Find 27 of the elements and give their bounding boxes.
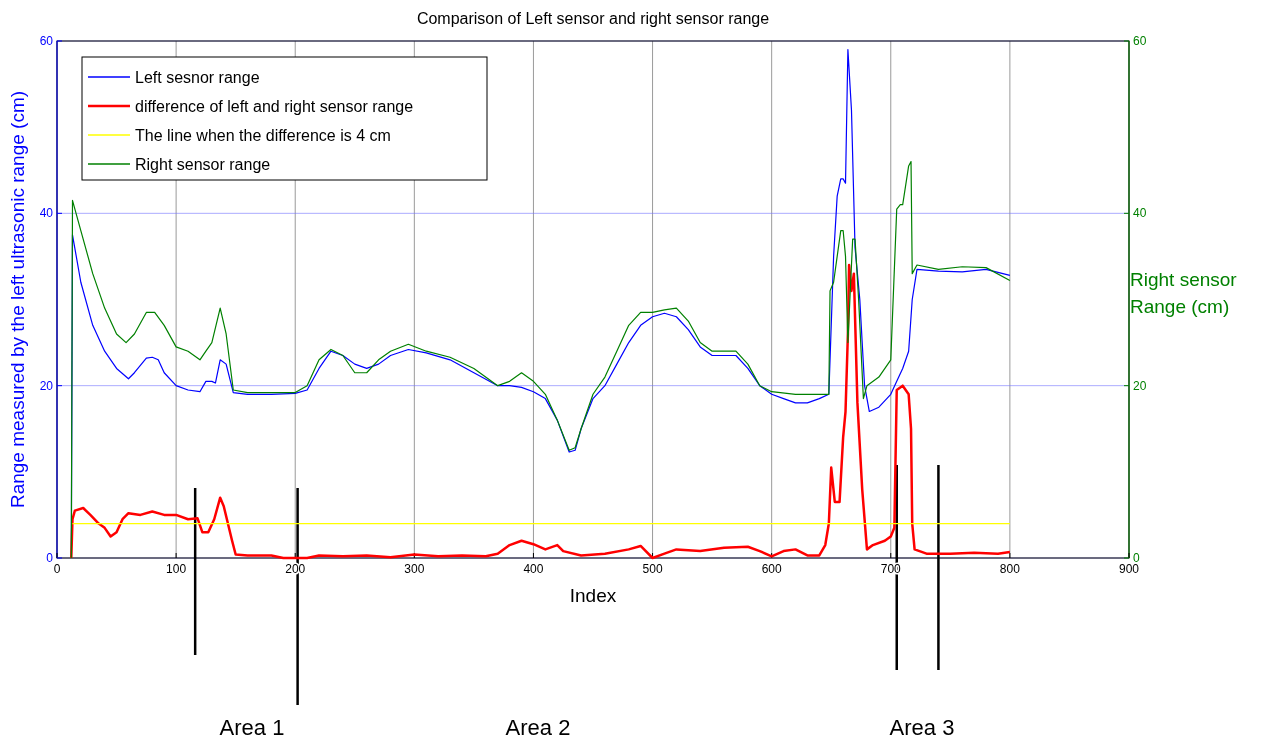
x-axis-title: Index <box>569 585 617 606</box>
y-tick-label: 40 <box>39 206 54 221</box>
x-tick-label: 900 <box>1118 562 1140 576</box>
y2-tick-label: 40 <box>1133 206 1147 221</box>
y2-tick-label: 60 <box>1133 34 1147 48</box>
y2-tick-label: 0 <box>1133 551 1140 565</box>
y2-tick-label: 20 <box>1133 378 1147 393</box>
y-axis-title: Range measured by the left ultrasonic range (cm) <box>7 90 28 509</box>
y2-axis-title: Right sensor Range (cm) <box>1130 269 1238 317</box>
x-tick-label: 500 <box>642 562 663 576</box>
text: Area 1 <box>219 715 285 740</box>
y-tick-label: 60 <box>39 34 54 48</box>
legend-label: Left sesnor range <box>135 69 260 86</box>
legend-label: The line when the difference is 4 cm <box>135 127 391 144</box>
line-series <box>70 263 1012 560</box>
x-tick-label: 300 <box>404 562 425 576</box>
text: Area 3 <box>889 715 955 740</box>
y-tick-label: 0 <box>46 551 54 565</box>
y-tick-label: 20 <box>39 378 54 393</box>
legend-label: Right sensor range <box>135 156 271 173</box>
x-tick-label: 600 <box>761 562 782 576</box>
x-tick-label: 400 <box>523 562 544 576</box>
text: Area 2 <box>505 715 571 740</box>
chart-title: Comparison of Left sensor and right sensor range <box>416 10 770 27</box>
legend-label: difference of left and right sensor range <box>135 98 414 115</box>
x-tick-label: 800 <box>999 562 1021 576</box>
x-tick-label: 100 <box>166 562 187 576</box>
